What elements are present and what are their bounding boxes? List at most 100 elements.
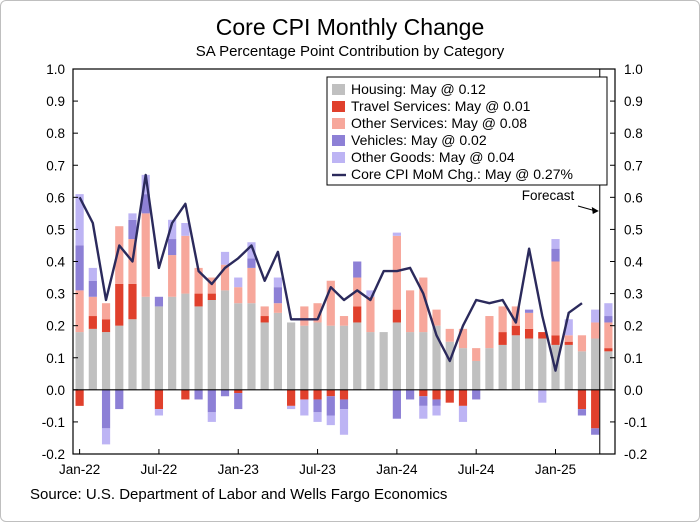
bar-segment-0-17 xyxy=(300,325,309,390)
x-tick-label: Jan-23 xyxy=(218,462,259,477)
bar-segment-1-2 xyxy=(101,319,111,333)
y-tick-label-right: 0.9 xyxy=(624,94,643,109)
bar-segment-1-4 xyxy=(128,283,137,320)
bar-segment-0-13 xyxy=(247,303,256,390)
bar-segment-1-10 xyxy=(207,293,216,300)
bar-segment-4-22 xyxy=(366,290,375,297)
bar-segment-4-11 xyxy=(220,251,230,265)
bar-segment-0-33 xyxy=(511,335,520,390)
axes-layer: Forecast 1.0 1.0 0.9 0.9 0.8 0.8 0.7 0.7 0.6 0.6 0.… xyxy=(42,62,648,477)
y-tick-label-left: -0.1 xyxy=(42,415,65,430)
bar-segment-3-3 xyxy=(115,389,124,410)
bar-segment-0-9 xyxy=(194,306,203,390)
bar-segment-1-27 xyxy=(432,389,441,400)
bar-segment-2-13 xyxy=(247,267,256,304)
y-tick-label-left: 0.8 xyxy=(46,126,65,141)
bar-segment-4-17 xyxy=(300,399,309,416)
bar-segment-3-4 xyxy=(128,219,137,240)
bar-segment-1-19 xyxy=(326,389,335,397)
bar-segment-2-19 xyxy=(326,280,335,326)
bar-segment-2-40 xyxy=(604,322,613,349)
y-tick-label-left: 0.4 xyxy=(46,255,65,270)
bar-segment-4-13 xyxy=(247,242,256,259)
y-tick-label-left: -0.2 xyxy=(42,447,65,462)
bar-segment-1-12 xyxy=(234,389,243,394)
core-cpi-line xyxy=(78,173,583,372)
bars-layer xyxy=(75,174,613,445)
bar-segment-2-12 xyxy=(234,287,243,304)
legend-label-0: Housing: May @ 0.12 xyxy=(351,81,486,97)
bar-segment-3-7 xyxy=(168,239,177,256)
bar-segment-2-26 xyxy=(419,277,428,333)
bar-segment-3-13 xyxy=(247,258,256,268)
y-tick-label-left: 0.1 xyxy=(46,351,65,366)
bar-segment-2-24 xyxy=(392,235,401,310)
bar-segment-0-18 xyxy=(313,322,322,390)
bar-segment-2-28 xyxy=(445,328,454,342)
bar-segment-3-18 xyxy=(313,399,322,413)
bar-segment-0-16 xyxy=(287,322,296,390)
bar-segment-2-25 xyxy=(405,290,415,333)
legend-swatch-4 xyxy=(332,152,345,163)
bar-segment-2-17 xyxy=(300,306,309,326)
bar-segment-2-1 xyxy=(88,296,97,317)
bar-segment-1-34 xyxy=(524,328,534,339)
y-tick-label-left: 0.0 xyxy=(46,383,65,398)
bar-segment-2-11 xyxy=(220,264,230,291)
bar-segment-3-10 xyxy=(207,389,216,413)
bar-segment-1-40 xyxy=(604,348,613,352)
bar-segment-2-36 xyxy=(551,261,560,336)
bar-segment-3-19 xyxy=(326,396,335,416)
bar-segment-1-35 xyxy=(538,332,547,339)
bar-segment-2-18 xyxy=(313,303,322,323)
bar-segment-1-18 xyxy=(313,389,322,400)
y-tick-label-right: 0.1 xyxy=(624,351,643,366)
chart-subtitle: SA Percentage Point Contribution by Cate… xyxy=(195,43,505,60)
bar-segment-3-0 xyxy=(75,245,84,291)
y-tick-label-right: 1.0 xyxy=(624,62,643,77)
bar-segment-0-6 xyxy=(154,306,164,390)
bar-segment-0-23 xyxy=(379,332,388,390)
bar-segment-2-39 xyxy=(591,322,600,339)
bar-segment-2-9 xyxy=(194,267,203,294)
bar-segment-0-24 xyxy=(392,322,401,390)
legend-swatch-1 xyxy=(332,101,345,112)
bar-segment-0-34 xyxy=(524,338,534,390)
bar-segment-1-36 xyxy=(551,335,560,345)
bar-segment-3-20 xyxy=(339,399,349,410)
bar-segment-0-10 xyxy=(207,300,216,390)
y-tick-label-right: 0.2 xyxy=(624,319,643,334)
bar-segment-0-15 xyxy=(273,312,283,390)
bar-segment-4-7 xyxy=(168,219,177,240)
y-tick-label-right: 0.6 xyxy=(624,190,643,205)
legend-box xyxy=(326,76,608,186)
bar-segment-1-20 xyxy=(339,389,349,400)
bar-segment-0-12 xyxy=(234,303,243,390)
x-tick-label: Jan-24 xyxy=(376,462,418,477)
bar-segment-1-21 xyxy=(353,306,362,323)
bar-segment-0-29 xyxy=(458,348,468,390)
x-tick-label: Jan-25 xyxy=(535,462,576,477)
bar-segment-2-7 xyxy=(168,255,177,297)
bar-segment-2-15 xyxy=(273,303,283,313)
bar-segment-3-1 xyxy=(88,280,97,297)
bar-segment-4-27 xyxy=(432,405,441,416)
bar-segment-1-16 xyxy=(287,389,296,406)
bar-segment-1-24 xyxy=(392,309,401,323)
bar-segment-2-5 xyxy=(141,213,150,297)
bar-segment-4-24 xyxy=(392,232,401,236)
bar-segment-0-5 xyxy=(141,296,150,390)
bar-segment-4-36 xyxy=(551,239,560,249)
bar-segment-2-8 xyxy=(181,235,190,294)
bar-segment-0-21 xyxy=(353,322,362,390)
bar-segment-1-17 xyxy=(300,389,309,400)
legend-label-line: Core CPI MoM Chg.: May @ 0.27% xyxy=(351,166,573,182)
bar-segment-4-6 xyxy=(154,409,164,416)
y-tick-label-right: 0.0 xyxy=(624,383,643,398)
bar-segment-3-39 xyxy=(591,428,600,435)
bar-segment-4-19 xyxy=(326,415,335,426)
legend-label-2: Other Services: May @ 0.08 xyxy=(351,115,527,131)
y-tick-label-left: 1.0 xyxy=(46,62,65,77)
y-tick-label-right: 0.8 xyxy=(624,126,643,141)
